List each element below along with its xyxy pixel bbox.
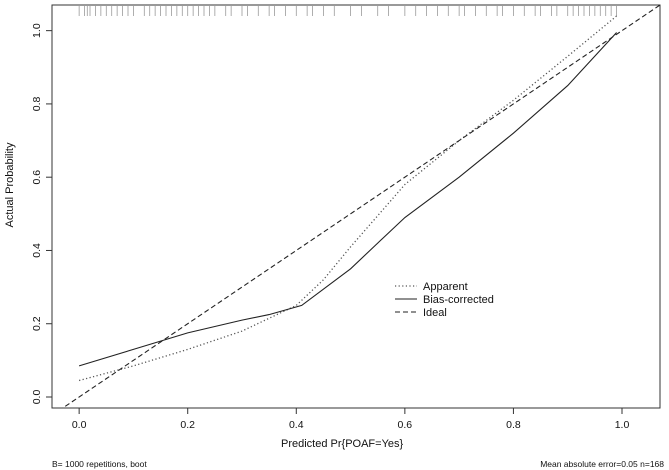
rug-marks — [78, 6, 617, 16]
y-tick-label: 0.2 — [31, 316, 43, 331]
axes: 0.0 0.2 0.4 0.6 0.8 1.0 0.0 0.2 0.4 0.6 0.8 1.0 — [31, 23, 629, 431]
series-apparent-line — [78, 15, 618, 382]
y-tick-label: 1.0 — [31, 23, 43, 38]
y-tick-label: 0.6 — [31, 170, 43, 185]
x-tick-label: 1.0 — [615, 419, 630, 431]
x-axis-title: Predicted Pr{POAF=Yes} — [281, 438, 404, 450]
y-tick-label: 0.4 — [31, 243, 43, 258]
y-tick-label: 0.8 — [31, 96, 43, 111]
x-axis-ticks: 0.0 0.2 0.4 0.6 0.8 1.0 — [72, 408, 630, 431]
series-lines — [61, 5, 660, 408]
series-bias-corrected-line — [78, 32, 618, 367]
series-ideal-line — [61, 5, 660, 408]
y-axis-title: Actual Probability — [4, 142, 16, 227]
x-tick-label: 0.2 — [180, 419, 195, 431]
x-tick-label: 0.4 — [289, 419, 304, 431]
x-tick-label: 0.6 — [398, 419, 413, 431]
y-tick-label: 0.0 — [31, 390, 43, 405]
x-tick-label: 0.8 — [506, 419, 521, 431]
y-axis-ticks: 0.0 0.2 0.4 0.6 0.8 1.0 — [31, 23, 52, 404]
legend-bias-corrected-label: Bias-corrected — [423, 294, 494, 306]
plot-frame — [51, 4, 661, 409]
x-tick-label: 0.0 — [72, 419, 87, 431]
legend-apparent-label: Apparent — [423, 281, 468, 293]
footer-repetitions: B= 1000 repetitions, boot — [52, 459, 147, 469]
footer-mean-absolute-error: Mean absolute error=0.05 n=168 — [540, 459, 664, 469]
legend-ideal-label: Ideal — [423, 307, 447, 319]
